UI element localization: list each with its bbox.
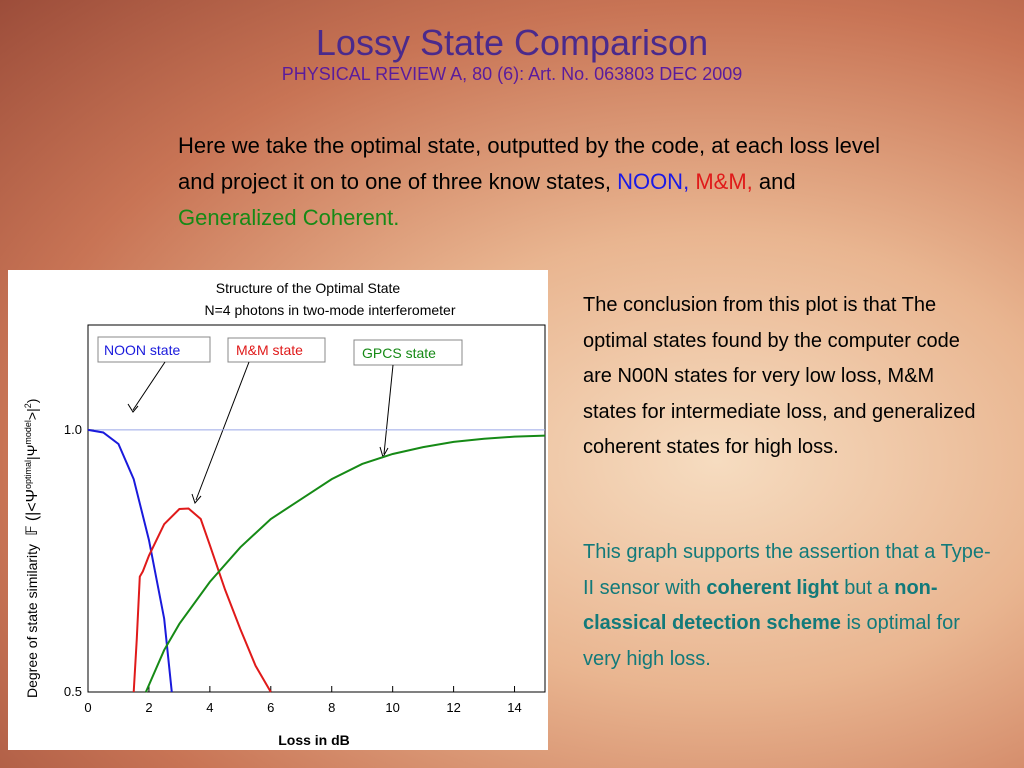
support: but a <box>844 576 889 599</box>
y-label: Degree of state similarity 𝔽 (|<Ψoptimal|Ψ… <box>23 399 41 698</box>
support: This graph supports the assertion that a… <box>583 541 991 599</box>
support-bold: coherent light <box>706 576 839 599</box>
intro: Here we take the optimal state, outputte… <box>178 133 880 194</box>
y-formula: 2 <box>23 403 33 408</box>
noon: NOON, <box>617 169 690 194</box>
x-tick-label: 2 <box>145 700 152 715</box>
chart-title: Structure of the Optimal State <box>216 280 401 296</box>
legend-label: M&M state <box>236 342 303 358</box>
arrow <box>195 361 250 501</box>
support: is optimal for very high loss. <box>583 612 960 670</box>
conclusion: The conclusion from this plot is that Th… <box>583 294 976 458</box>
y-formula: >| <box>24 408 40 420</box>
legend-label: GPCS state <box>362 345 436 361</box>
legend-box <box>227 337 326 363</box>
legend-label: NOON state <box>104 342 180 358</box>
slide-title: Lossy State Comparison <box>315 22 709 63</box>
x-tick-label: 4 <box>206 700 213 715</box>
y-formula: |Ψ <box>24 445 40 460</box>
x-tick-label: 10 <box>385 700 399 715</box>
y-formula: ) <box>24 399 40 404</box>
y-label: Degree of state similarity <box>24 544 40 698</box>
mm: M&M, <box>695 169 753 194</box>
series-line <box>132 507 272 693</box>
y-formula: model <box>23 420 33 445</box>
legend-box <box>353 339 463 366</box>
coherent: Generalized Coherent. <box>178 205 400 230</box>
series-line <box>87 428 173 693</box>
intro-text: Here we take the optimal state, outputte… <box>178 128 908 236</box>
y-tick-label: 1.0 <box>64 422 82 437</box>
x-label: Loss in dB <box>278 732 350 748</box>
support-bold: non-classical detection scheme <box>583 576 938 635</box>
plot-frame <box>87 324 546 693</box>
x-tick-label: 6 <box>267 700 274 715</box>
arrow <box>383 364 394 455</box>
arrow <box>132 361 166 411</box>
arrow-head <box>191 493 202 504</box>
y-tick-label: 0.5 <box>64 684 82 699</box>
y-label-group: Degree of state similarity 𝔽 (|<Ψoptimal|Ψ… <box>23 399 41 698</box>
legend-box <box>97 336 211 363</box>
slide-subtitle: PHYSICAL REVIEW A, 80 (6): Art. No. 0638… <box>281 64 743 84</box>
x-tick-label: 0 <box>84 700 91 715</box>
support-text: This graph supports the assertion that a… <box>583 535 993 677</box>
y-formula: 𝔽 <box>24 525 41 536</box>
arrow-head <box>127 403 139 413</box>
and: and <box>758 169 796 194</box>
x-tick-label: 8 <box>328 700 335 715</box>
x-tick-label: 12 <box>446 700 460 715</box>
legend-boxes <box>97 336 463 366</box>
series-line <box>144 434 546 693</box>
chart-title: N=4 photons in two-mode interferometer <box>205 302 456 318</box>
x-tick-label: 14 <box>507 700 521 715</box>
legend-arrows <box>127 361 394 504</box>
y-formula: optimal <box>23 460 33 489</box>
y-formula: (|<Ψ <box>24 489 41 521</box>
